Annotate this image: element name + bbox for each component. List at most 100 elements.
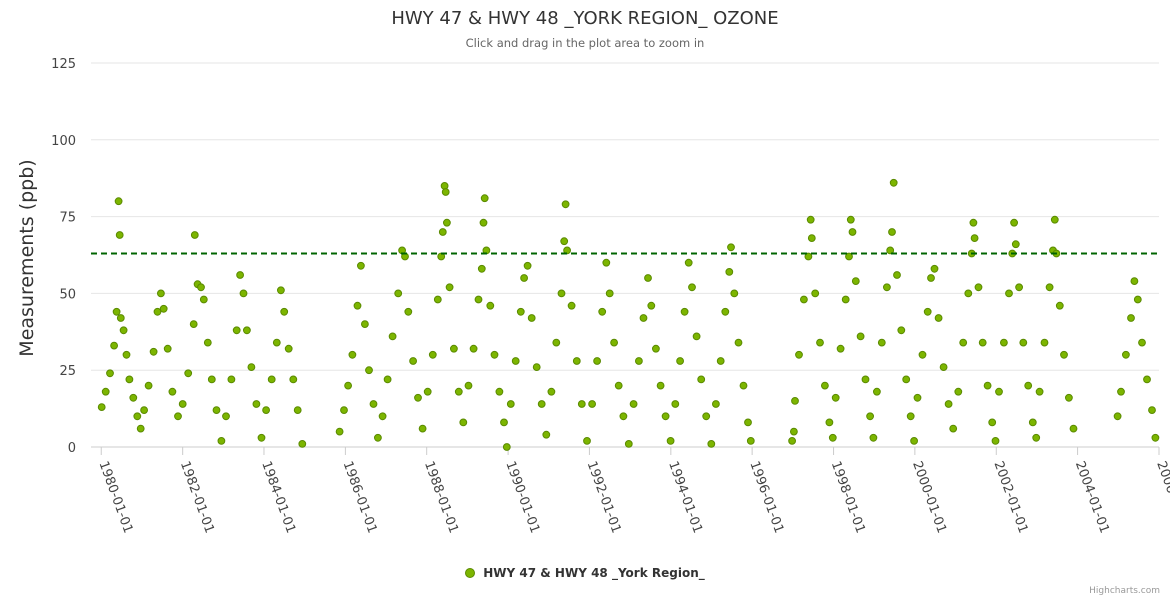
data-point[interactable]	[647, 301, 656, 310]
data-point[interactable]	[480, 194, 489, 203]
data-point[interactable]	[388, 332, 397, 341]
data-point[interactable]	[841, 295, 850, 304]
data-point[interactable]	[828, 433, 837, 442]
data-point[interactable]	[520, 274, 528, 282]
data-point[interactable]	[495, 387, 504, 396]
data-point[interactable]	[284, 344, 293, 353]
data-point[interactable]	[114, 197, 123, 206]
data-point[interactable]	[934, 314, 943, 322]
data-point[interactable]	[369, 400, 378, 408]
data-point[interactable]	[1028, 418, 1037, 427]
data-point[interactable]	[184, 369, 193, 378]
data-point[interactable]	[746, 437, 755, 445]
data-point[interactable]	[739, 381, 748, 390]
data-point[interactable]	[523, 261, 532, 270]
data-point[interactable]	[340, 406, 348, 415]
data-point[interactable]	[995, 387, 1003, 396]
data-point[interactable]	[1143, 375, 1151, 384]
data-point[interactable]	[970, 234, 979, 243]
data-point[interactable]	[610, 338, 618, 347]
data-point[interactable]	[97, 403, 106, 412]
data-point[interactable]	[944, 400, 953, 408]
data-point[interactable]	[688, 283, 696, 292]
data-point[interactable]	[790, 427, 798, 436]
data-point[interactable]	[433, 295, 442, 304]
data-point[interactable]	[217, 437, 226, 445]
data-point[interactable]	[1032, 433, 1041, 442]
data-point[interactable]	[101, 387, 110, 396]
data-point[interactable]	[734, 338, 743, 347]
data-point[interactable]	[866, 412, 874, 421]
data-point[interactable]	[441, 188, 450, 196]
data-point[interactable]	[644, 274, 652, 282]
data-point[interactable]	[511, 357, 520, 365]
data-point[interactable]	[918, 350, 927, 359]
data-point[interactable]	[788, 437, 796, 445]
data-point[interactable]	[190, 231, 199, 239]
data-point[interactable]	[1113, 412, 1122, 421]
data-point[interactable]	[443, 218, 451, 227]
data-point[interactable]	[959, 338, 968, 347]
data-point[interactable]	[469, 344, 478, 353]
data-point[interactable]	[547, 387, 556, 396]
data-point[interactable]	[383, 375, 392, 384]
legend-item-series[interactable]: HWY 47 & HWY 48 _York Region_	[465, 566, 705, 580]
data-point[interactable]	[197, 283, 205, 292]
data-point[interactable]	[479, 218, 488, 227]
data-point[interactable]	[561, 200, 570, 209]
data-point[interactable]	[716, 357, 725, 365]
data-point[interactable]	[807, 234, 816, 243]
data-point[interactable]	[1040, 338, 1049, 347]
data-point[interactable]	[869, 433, 878, 442]
data-point[interactable]	[1148, 406, 1156, 415]
data-point[interactable]	[883, 283, 891, 292]
data-point[interactable]	[502, 443, 511, 451]
data-point[interactable]	[110, 341, 118, 350]
data-point[interactable]	[702, 412, 711, 421]
data-point[interactable]	[557, 289, 566, 298]
data-point[interactable]	[532, 363, 541, 372]
data-point[interactable]	[280, 307, 289, 316]
data-point[interactable]	[365, 366, 373, 375]
data-point[interactable]	[542, 430, 551, 439]
data-point[interactable]	[1045, 283, 1054, 292]
data-point[interactable]	[1133, 295, 1142, 304]
data-point[interactable]	[712, 400, 720, 408]
data-point[interactable]	[851, 277, 860, 286]
data-point[interactable]	[348, 350, 357, 359]
data-point[interactable]	[1010, 218, 1018, 227]
data-point[interactable]	[378, 412, 387, 421]
data-point[interactable]	[583, 437, 591, 445]
data-point[interactable]	[1060, 350, 1068, 359]
data-point[interactable]	[174, 412, 182, 421]
data-point[interactable]	[153, 307, 162, 316]
data-point[interactable]	[614, 381, 623, 390]
data-point[interactable]	[243, 326, 251, 335]
data-point[interactable]	[560, 237, 569, 246]
data-point[interactable]	[486, 301, 495, 310]
data-point[interactable]	[725, 268, 734, 276]
data-point[interactable]	[257, 433, 266, 442]
data-point[interactable]	[428, 350, 437, 359]
data-point[interactable]	[374, 433, 382, 442]
data-point[interactable]	[572, 357, 581, 365]
data-point[interactable]	[122, 350, 131, 359]
data-point[interactable]	[464, 381, 473, 390]
data-point[interactable]	[537, 400, 546, 408]
data-point[interactable]	[112, 307, 121, 316]
data-point[interactable]	[930, 264, 939, 273]
data-point[interactable]	[140, 406, 149, 415]
data-point[interactable]	[115, 231, 124, 239]
data-point[interactable]	[671, 400, 680, 408]
data-point[interactable]	[1035, 387, 1044, 396]
data-point[interactable]	[923, 307, 932, 316]
data-point[interactable]	[157, 289, 165, 298]
data-point[interactable]	[438, 228, 447, 236]
data-point[interactable]	[652, 344, 660, 353]
data-point[interactable]	[861, 375, 870, 384]
data-point[interactable]	[744, 418, 752, 427]
data-point[interactable]	[445, 283, 454, 292]
data-point[interactable]	[846, 215, 855, 224]
data-point[interactable]	[149, 347, 158, 356]
data-point[interactable]	[1151, 433, 1160, 442]
